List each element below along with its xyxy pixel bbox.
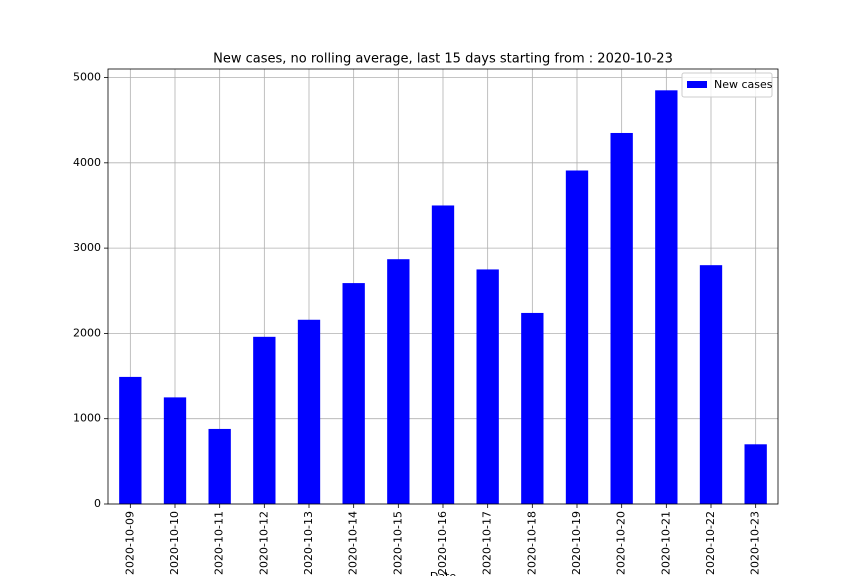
bar — [521, 312, 544, 504]
x-tick-label: 2020-10-13 — [302, 511, 315, 575]
bar — [476, 269, 499, 504]
x-tick-label: 2020-10-18 — [525, 511, 538, 575]
x-tick-label: 2020-10-12 — [257, 511, 270, 575]
y-tick-label: 5000 — [73, 71, 101, 84]
legend-swatch — [687, 81, 707, 88]
bar — [208, 428, 231, 504]
x-tick-label: 2020-10-09 — [123, 511, 136, 575]
bar — [342, 283, 365, 504]
legend-label: New cases — [714, 78, 773, 91]
bar — [119, 376, 142, 504]
x-tick-label: 2020-10-23 — [749, 511, 762, 575]
bar — [163, 397, 187, 504]
bar — [387, 259, 410, 504]
bar — [431, 205, 455, 504]
y-tick-label: 0 — [94, 497, 101, 510]
bar — [565, 170, 589, 504]
bar — [699, 265, 723, 504]
x-tick-label: 2020-10-16 — [436, 511, 449, 575]
y-tick-label: 4000 — [73, 156, 101, 169]
bar — [610, 132, 633, 504]
x-tick-label: 2020-10-20 — [615, 511, 628, 575]
x-tick-label: 2020-10-22 — [704, 511, 717, 575]
x-tick-label: 2020-10-21 — [659, 511, 672, 575]
plot-frame — [107, 68, 779, 505]
x-axis-label: Date — [430, 570, 457, 576]
y-tick-label: 1000 — [73, 412, 101, 425]
y-tick-label: 3000 — [73, 241, 101, 254]
x-tick-label: 2020-10-19 — [570, 511, 583, 575]
bar — [297, 319, 321, 504]
bar — [253, 336, 276, 504]
y-tick-label: 2000 — [73, 326, 101, 339]
x-tick-label: 2020-10-17 — [481, 511, 494, 575]
x-tick-label: 2020-10-15 — [391, 511, 404, 575]
x-tick-label: 2020-10-10 — [168, 511, 181, 575]
bar — [655, 90, 678, 504]
legend-box — [681, 72, 773, 98]
x-tick-label: 2020-10-14 — [347, 511, 360, 575]
chart-title: New cases, no rolling average, last 15 d… — [213, 52, 673, 67]
x-tick-label: 2020-10-11 — [213, 511, 226, 575]
bar — [744, 444, 767, 504]
